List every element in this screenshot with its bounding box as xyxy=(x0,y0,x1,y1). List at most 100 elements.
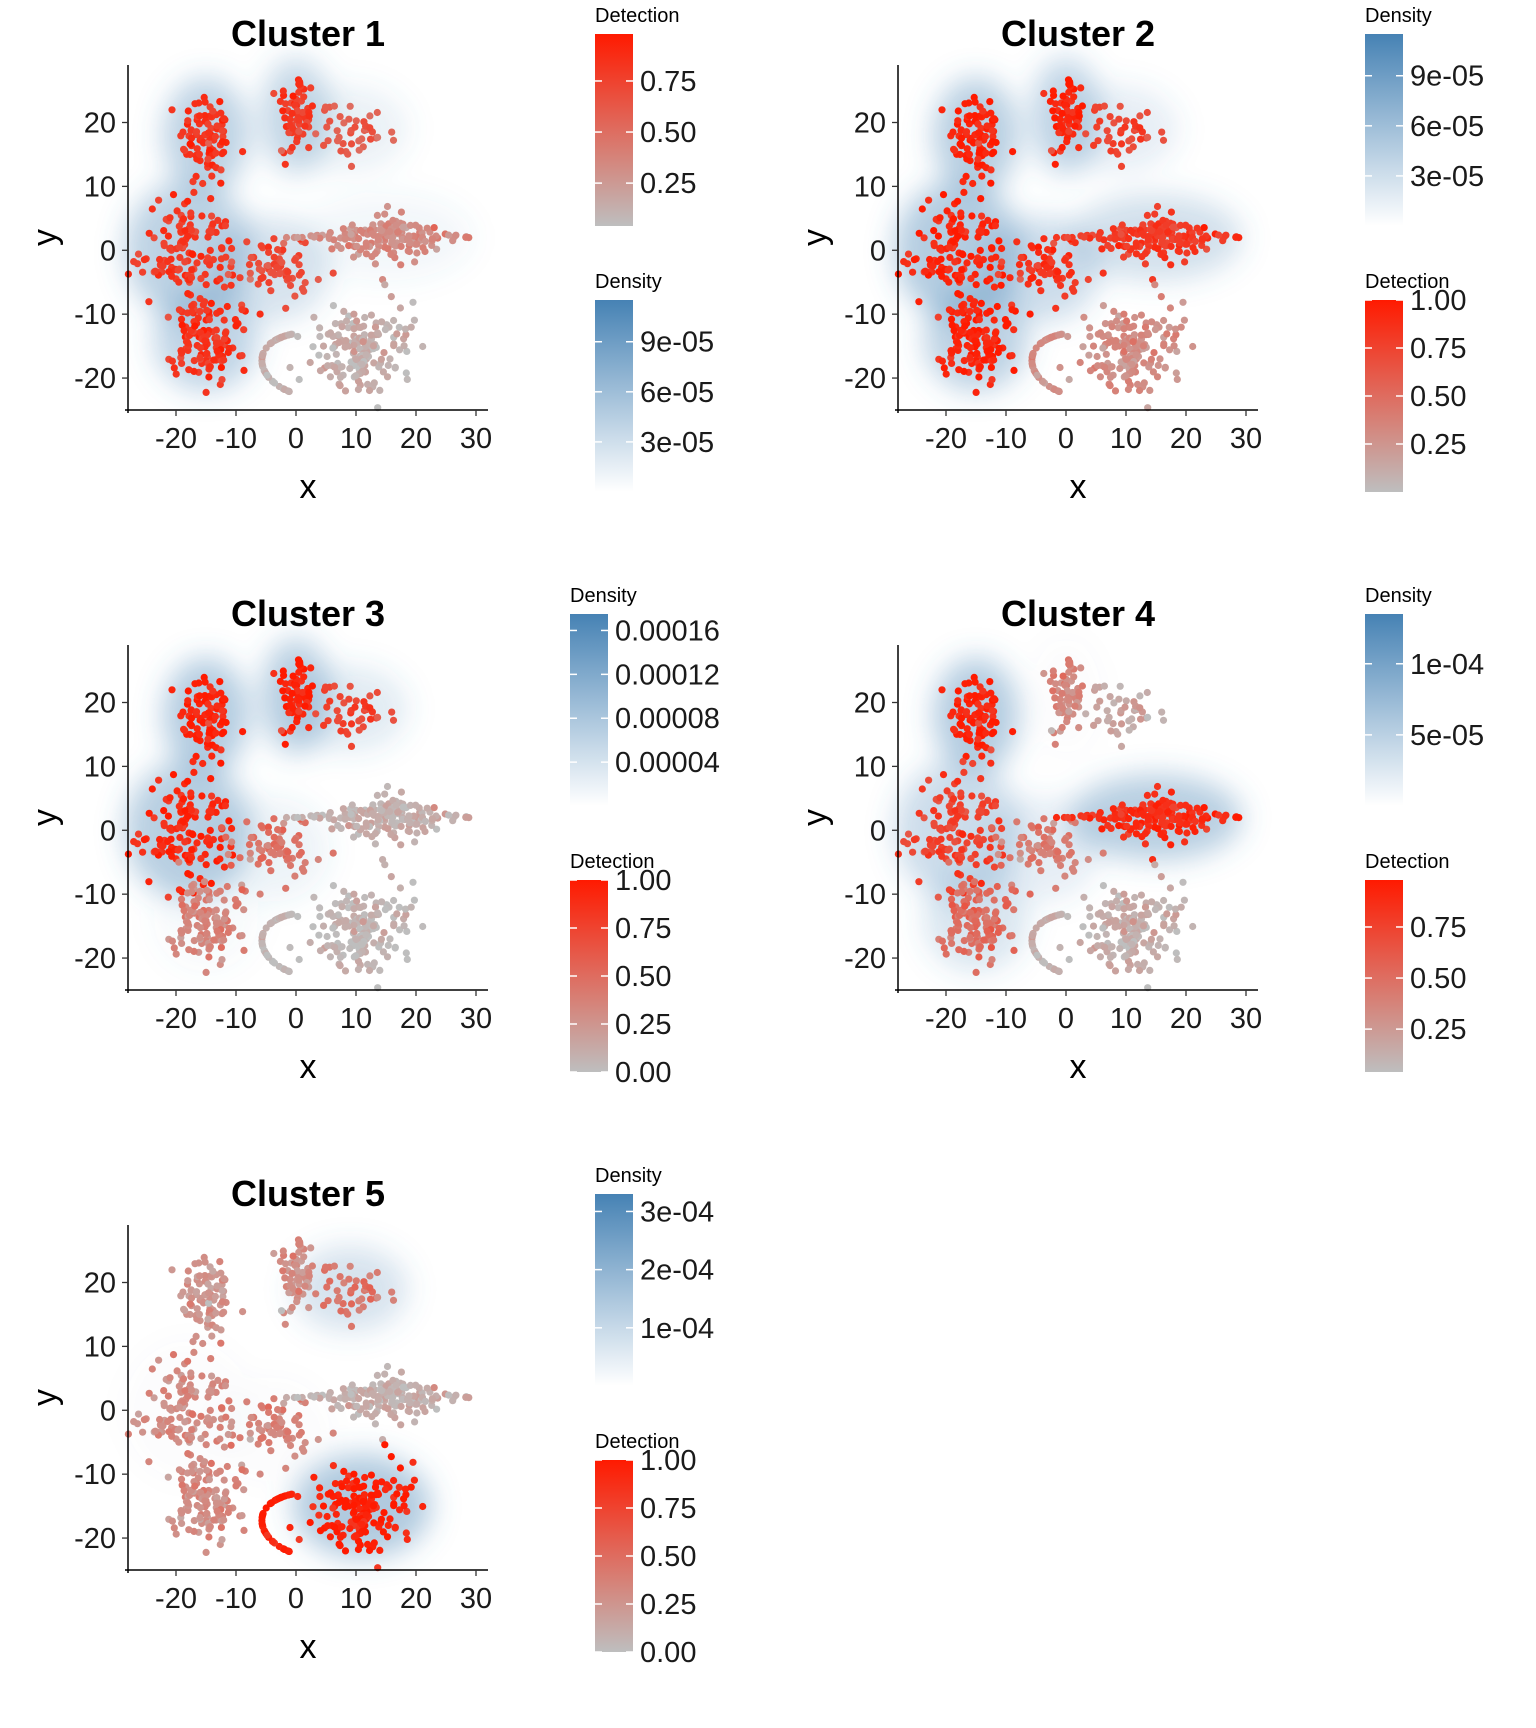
data-point xyxy=(394,228,402,236)
data-point xyxy=(224,270,232,279)
x-tick-label: 10 xyxy=(1110,1003,1142,1035)
data-point xyxy=(1161,364,1169,372)
data-point xyxy=(1061,101,1069,109)
data-point xyxy=(188,1386,196,1394)
data-point xyxy=(972,968,980,976)
data-point xyxy=(371,1409,379,1418)
data-point xyxy=(291,836,299,844)
data-point xyxy=(374,816,382,824)
data-point xyxy=(1094,362,1102,370)
data-point xyxy=(1132,242,1140,250)
data-point xyxy=(1024,280,1032,288)
data-point xyxy=(269,849,277,857)
data-point xyxy=(1102,930,1110,938)
data-point xyxy=(316,332,324,341)
data-point xyxy=(998,824,1006,833)
data-point xyxy=(225,237,233,245)
data-point xyxy=(402,949,410,957)
data-point xyxy=(1024,860,1032,868)
data-point xyxy=(1109,225,1117,233)
data-point xyxy=(337,824,345,832)
legend-label: 0.00004 xyxy=(615,747,720,779)
data-point xyxy=(191,1260,199,1268)
data-point xyxy=(341,235,349,243)
data-point xyxy=(197,275,205,283)
data-point xyxy=(151,1427,159,1435)
data-point xyxy=(347,720,356,728)
data-point xyxy=(323,932,331,941)
data-point xyxy=(1090,141,1098,149)
data-point xyxy=(402,1491,410,1499)
data-point xyxy=(276,270,284,278)
data-point xyxy=(358,940,366,948)
data-point xyxy=(278,258,286,266)
data-point xyxy=(187,209,195,217)
data-point xyxy=(198,792,206,800)
data-point xyxy=(355,146,363,154)
data-point xyxy=(962,128,971,136)
data-point xyxy=(974,813,982,821)
data-point xyxy=(960,357,968,365)
data-point xyxy=(1026,890,1034,898)
legend-label: 5e-05 xyxy=(1410,720,1484,752)
data-point xyxy=(166,825,174,833)
data-point xyxy=(212,1499,221,1507)
data-point xyxy=(1172,949,1180,957)
data-point xyxy=(223,1462,231,1471)
data-point xyxy=(1123,822,1131,830)
data-point xyxy=(329,1462,337,1470)
chart-title: Cluster 2 xyxy=(1001,13,1155,54)
data-point xyxy=(337,1523,345,1531)
data-point xyxy=(217,179,225,187)
data-point xyxy=(1029,853,1037,861)
data-point xyxy=(993,882,1001,891)
data-point xyxy=(239,1308,247,1316)
data-point xyxy=(347,1322,356,1330)
data-point xyxy=(199,759,207,768)
data-point xyxy=(412,1381,420,1389)
data-point xyxy=(1153,953,1162,961)
data-point xyxy=(203,886,211,894)
x-axis-label: x xyxy=(1070,1048,1087,1086)
data-point xyxy=(1183,829,1191,837)
data-point xyxy=(388,1288,396,1296)
y-axis-label: y xyxy=(796,229,834,246)
data-point xyxy=(965,730,973,738)
data-point xyxy=(212,1309,220,1317)
data-point xyxy=(383,953,392,961)
data-point xyxy=(1093,123,1101,131)
data-point xyxy=(986,275,994,283)
data-point xyxy=(201,678,209,686)
legend-label: 9e-05 xyxy=(640,327,714,359)
data-point xyxy=(1001,896,1009,904)
data-point xyxy=(1008,306,1016,314)
data-point xyxy=(1158,708,1166,716)
data-point xyxy=(279,667,287,675)
data-point xyxy=(168,1517,176,1525)
data-point xyxy=(377,355,385,363)
data-point xyxy=(374,133,382,141)
x-tick-label: 30 xyxy=(460,423,492,455)
data-point xyxy=(983,347,991,355)
data-point xyxy=(329,269,337,277)
data-point xyxy=(1141,829,1149,838)
data-point xyxy=(979,800,987,808)
data-point xyxy=(976,841,984,849)
data-point xyxy=(1180,896,1188,904)
data-point xyxy=(1154,941,1162,949)
data-point xyxy=(145,878,153,886)
data-point xyxy=(988,376,996,384)
data-point xyxy=(1111,387,1120,395)
data-point xyxy=(220,283,228,291)
data-point xyxy=(212,919,221,927)
data-point xyxy=(206,841,214,849)
data-point xyxy=(305,144,313,152)
data-point xyxy=(206,246,214,254)
data-point xyxy=(184,687,192,695)
data-point xyxy=(1144,713,1152,721)
data-point xyxy=(134,1410,143,1418)
data-point xyxy=(990,915,998,923)
data-point xyxy=(216,1423,224,1431)
data-point xyxy=(1132,931,1140,939)
data-point xyxy=(391,1524,399,1532)
